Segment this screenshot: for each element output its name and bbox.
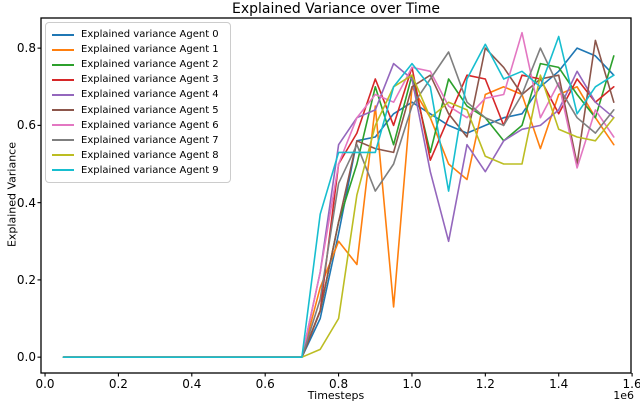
y-tick-label: 0.8 xyxy=(16,41,36,56)
chart-title: Explained Variance over Time xyxy=(231,1,441,17)
y-tick-label: 0.4 xyxy=(16,195,36,210)
legend-item: Explained variance Agent 9 xyxy=(52,163,224,178)
legend-line-swatch xyxy=(52,139,74,142)
line-agent-9 xyxy=(62,35,615,359)
legend-box: Explained variance Agent 0 Explained vari… xyxy=(45,22,231,183)
x-tick-label: 0.0 xyxy=(35,377,55,391)
legend-item: Explained variance Agent 3 xyxy=(52,72,224,87)
legend-label: Explained variance Agent 2 xyxy=(81,59,219,71)
plot-spines xyxy=(40,17,632,374)
legend-line-swatch xyxy=(52,93,74,96)
legend-item: Explained variance Agent 4 xyxy=(52,87,224,102)
legend-item: Explained variance Agent 0 xyxy=(52,27,224,42)
legend-label: Explained variance Agent 8 xyxy=(81,149,219,161)
legend-label: Explained variance Agent 4 xyxy=(81,89,219,101)
legend-label: Explained variance Agent 3 xyxy=(81,74,219,86)
legend-line-swatch xyxy=(52,109,74,112)
legend-item: Explained variance Agent 6 xyxy=(52,118,224,133)
y-tick-label: 0.0 xyxy=(16,350,36,365)
x-tick-label: 1.4 xyxy=(549,377,569,391)
legend-line-swatch xyxy=(52,33,74,36)
legend-line-swatch xyxy=(52,48,74,51)
legend-label: Explained variance Agent 6 xyxy=(81,119,219,131)
x-tick-label: 0.2 xyxy=(108,377,128,391)
legend-label: Explained variance Agent 9 xyxy=(81,164,219,176)
x-tick-label: 1.6 xyxy=(622,377,640,391)
legend-line-swatch xyxy=(52,78,74,81)
x-tick-label: 0.4 xyxy=(182,377,202,391)
legend-item: Explained variance Agent 7 xyxy=(52,133,224,148)
legend-item: Explained variance Agent 5 xyxy=(52,102,224,117)
legend-line-swatch xyxy=(52,124,74,127)
x-axis-offset-label: 1e6 xyxy=(613,389,634,402)
legend-label: Explained variance Agent 0 xyxy=(81,29,219,41)
legend-item: Explained variance Agent 8 xyxy=(52,148,224,163)
x-tick-label: 0.6 xyxy=(255,377,275,391)
legend-item: Explained variance Agent 1 xyxy=(52,42,224,57)
y-tick-label: 0.6 xyxy=(16,118,36,133)
legend-label: Explained variance Agent 5 xyxy=(81,104,219,116)
x-tick-label: 1.2 xyxy=(475,377,495,391)
legend-item: Explained variance Agent 2 xyxy=(52,57,224,72)
legend-line-swatch xyxy=(52,169,74,172)
x-tick-label: 1.0 xyxy=(402,377,422,391)
x-tick-label: 0.8 xyxy=(329,377,349,391)
legend-label: Explained variance Agent 7 xyxy=(81,134,219,146)
legend-label: Explained variance Agent 1 xyxy=(81,44,219,56)
legend-line-swatch xyxy=(52,154,74,157)
y-tick-label: 0.2 xyxy=(16,272,36,287)
x-axis-label: Timesteps xyxy=(307,389,365,402)
legend-line-swatch xyxy=(52,63,74,66)
